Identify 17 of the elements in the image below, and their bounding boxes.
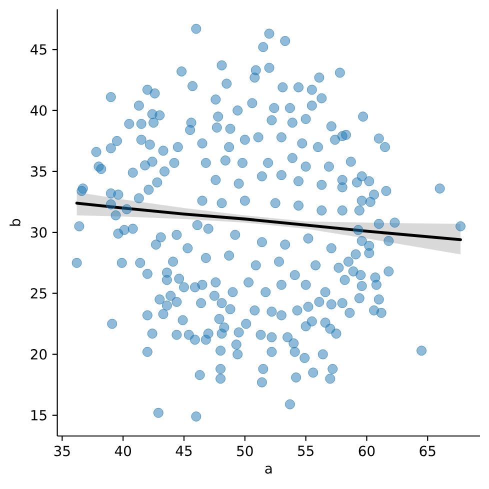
x-tick-label: 60 xyxy=(358,446,375,456)
x-tick-label: 45 xyxy=(176,446,192,456)
x-tick-label: 55 xyxy=(298,446,314,456)
y-tick-label: 20 xyxy=(30,349,47,360)
y-tick-label: 30 xyxy=(30,227,47,238)
y-tick-label: 25 xyxy=(30,288,46,299)
y-tick-label: 35 xyxy=(30,166,46,177)
x-tick-label: 40 xyxy=(114,446,131,456)
y-tick-label: 40 xyxy=(30,105,47,116)
x-tick-label: 65 xyxy=(420,446,436,456)
x-tick-label: 35 xyxy=(54,446,70,456)
x-axis-title: a xyxy=(265,466,272,474)
line-series xyxy=(75,202,462,242)
y-axis-title: b xyxy=(10,218,20,226)
y-tick-label: 15 xyxy=(31,410,46,420)
y-tick-label: 45 xyxy=(30,44,46,55)
x-tick-label: 50 xyxy=(237,446,253,456)
